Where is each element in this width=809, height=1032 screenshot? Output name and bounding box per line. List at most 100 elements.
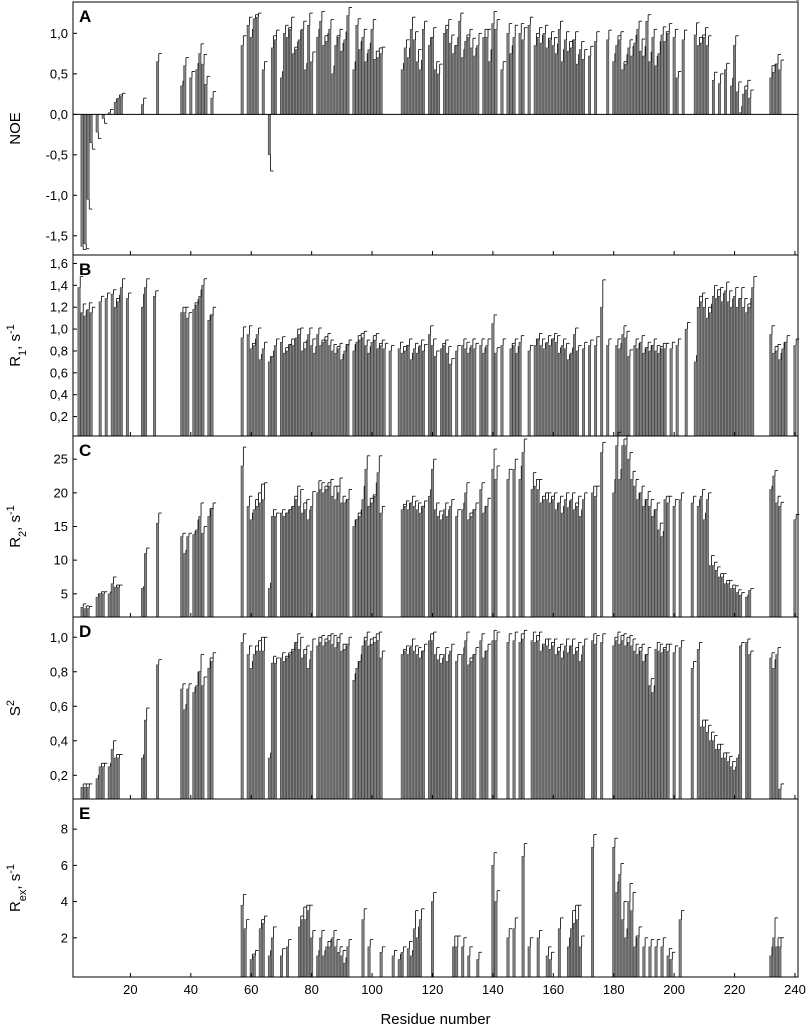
bar-c-222 bbox=[739, 594, 743, 618]
bar-d-113 bbox=[409, 645, 413, 800]
bar-e-165 bbox=[566, 946, 570, 978]
bar-b-59 bbox=[246, 334, 250, 437]
bar-b-91 bbox=[343, 350, 347, 437]
bar-e-187 bbox=[633, 946, 637, 978]
bar-b-82 bbox=[316, 334, 320, 437]
bar-e-184 bbox=[624, 937, 628, 978]
bar-c-145 bbox=[506, 479, 510, 618]
bar-b-113 bbox=[409, 359, 413, 437]
bar-a-4 bbox=[80, 114, 84, 247]
bar-c-165 bbox=[566, 507, 570, 618]
bar-c-185 bbox=[627, 458, 631, 618]
bar-b-156 bbox=[539, 345, 543, 437]
bar-c-147 bbox=[512, 469, 516, 618]
bar-c-162 bbox=[557, 502, 561, 618]
bar-a-221 bbox=[736, 91, 740, 115]
bar-d-156 bbox=[539, 650, 543, 800]
bar-d-211 bbox=[705, 731, 709, 800]
bar-b-124 bbox=[443, 345, 446, 437]
bar-d-89 bbox=[337, 642, 341, 800]
bar-d-194 bbox=[654, 649, 658, 800]
bar-d-72 bbox=[286, 657, 289, 800]
bar-c-10 bbox=[98, 593, 102, 618]
bar-c-38 bbox=[183, 553, 187, 618]
bar-a-83 bbox=[319, 20, 323, 115]
bar-b-157 bbox=[542, 348, 546, 437]
bar-b-224 bbox=[745, 312, 749, 437]
y-tick-label: 1,2 bbox=[50, 300, 68, 315]
bar-b-207 bbox=[693, 361, 697, 437]
bar-b-72 bbox=[286, 350, 289, 437]
bar-d-63 bbox=[258, 650, 262, 800]
bar-a-213 bbox=[711, 80, 715, 115]
bar-a-167 bbox=[573, 39, 576, 115]
bar-e-194 bbox=[654, 946, 658, 978]
bar-d-41 bbox=[192, 692, 196, 800]
bar-e-92 bbox=[346, 946, 350, 978]
bar-b-164 bbox=[563, 348, 567, 437]
x-tick-label-240: 240 bbox=[784, 982, 806, 997]
bar-c-128 bbox=[455, 516, 459, 618]
bar-a-158 bbox=[545, 47, 549, 115]
bar-b-28 bbox=[153, 296, 156, 437]
bar-b-95 bbox=[355, 341, 359, 437]
bar-d-77 bbox=[301, 657, 305, 800]
bar-d-94 bbox=[352, 680, 356, 800]
bar-b-19 bbox=[125, 298, 129, 437]
bar-d-119 bbox=[428, 640, 431, 800]
bar-d-91 bbox=[343, 649, 347, 800]
bar-e-76 bbox=[298, 926, 301, 978]
bar-a-219 bbox=[730, 85, 733, 115]
bar-a-29 bbox=[156, 61, 160, 115]
bar-c-208 bbox=[696, 506, 700, 618]
bar-e-128 bbox=[455, 946, 459, 978]
bar-a-209 bbox=[699, 42, 703, 115]
bar-a-116 bbox=[418, 69, 422, 115]
bar-b-220 bbox=[733, 296, 736, 437]
bar-a-140 bbox=[491, 23, 495, 115]
panel-letter-b: B bbox=[79, 260, 91, 279]
bar-e-57 bbox=[240, 904, 244, 978]
bar-b-109 bbox=[397, 348, 401, 437]
bar-b-182 bbox=[618, 348, 622, 437]
bar-a-143 bbox=[500, 69, 504, 115]
y-tick-label: 1,0 bbox=[50, 322, 68, 337]
bar-a-72 bbox=[286, 37, 289, 115]
bar-b-75 bbox=[295, 337, 298, 437]
bar-b-136 bbox=[479, 345, 483, 437]
bar-a-200 bbox=[672, 37, 676, 115]
bar-c-154 bbox=[533, 485, 537, 618]
bar-b-174 bbox=[594, 345, 598, 437]
bar-d-84 bbox=[322, 645, 326, 800]
bar-b-4 bbox=[80, 312, 84, 437]
bar-d-141 bbox=[494, 640, 498, 800]
bar-a-193 bbox=[651, 37, 655, 115]
panel-letter-c: C bbox=[79, 441, 91, 460]
bar-c-194 bbox=[654, 509, 658, 618]
bar-e-162 bbox=[557, 928, 561, 978]
bar-a-186 bbox=[630, 55, 634, 115]
bar-a-178 bbox=[606, 39, 610, 115]
bar-c-44 bbox=[201, 532, 205, 618]
bar-b-159 bbox=[548, 345, 552, 437]
bar-b-63 bbox=[258, 359, 262, 437]
bar-e-77 bbox=[301, 919, 305, 978]
bar-e-159 bbox=[548, 959, 552, 978]
bar-b-78 bbox=[304, 348, 308, 437]
bar-d-61 bbox=[252, 654, 256, 800]
bar-a-170 bbox=[582, 59, 585, 115]
bar-d-87 bbox=[331, 643, 335, 800]
y-tick-label: -1,5 bbox=[46, 228, 68, 243]
bar-b-44 bbox=[201, 285, 205, 437]
bar-b-163 bbox=[560, 345, 564, 437]
bar-b-111 bbox=[403, 350, 407, 437]
bar-b-152 bbox=[527, 350, 531, 437]
bar-d-4 bbox=[80, 787, 84, 800]
bar-d-115 bbox=[415, 654, 419, 800]
bar-e-114 bbox=[412, 928, 416, 978]
bar-c-24 bbox=[141, 588, 144, 618]
bar-d-96 bbox=[358, 661, 362, 800]
bar-a-112 bbox=[406, 57, 410, 115]
bar-a-102 bbox=[376, 57, 380, 115]
bar-d-29 bbox=[156, 664, 160, 800]
